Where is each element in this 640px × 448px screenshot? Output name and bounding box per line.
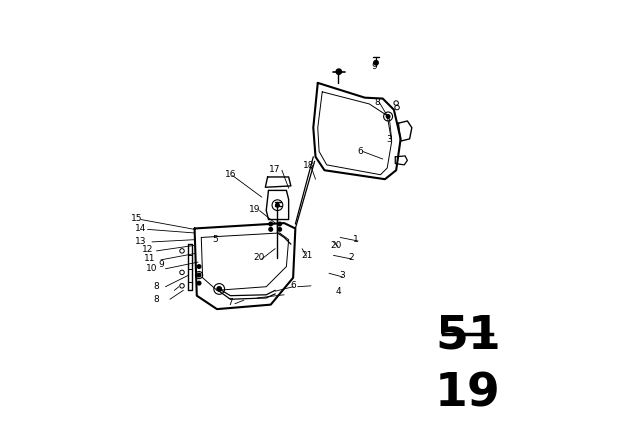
Text: 6: 6 bbox=[291, 281, 296, 290]
Text: 20: 20 bbox=[330, 241, 341, 250]
Text: 18: 18 bbox=[303, 161, 314, 170]
Text: 15: 15 bbox=[131, 214, 142, 223]
Text: 3: 3 bbox=[387, 135, 392, 144]
Circle shape bbox=[197, 265, 201, 268]
Text: 5: 5 bbox=[212, 235, 218, 244]
Text: 8: 8 bbox=[154, 295, 159, 304]
Text: 19: 19 bbox=[250, 205, 260, 214]
Text: 7: 7 bbox=[228, 298, 233, 307]
Circle shape bbox=[197, 281, 201, 285]
Text: 8: 8 bbox=[154, 282, 159, 291]
Text: 17: 17 bbox=[269, 165, 281, 174]
Circle shape bbox=[278, 222, 282, 226]
Text: 51: 51 bbox=[435, 314, 500, 358]
Circle shape bbox=[217, 287, 221, 291]
Text: 10: 10 bbox=[147, 264, 157, 273]
Circle shape bbox=[197, 273, 201, 277]
Circle shape bbox=[336, 69, 342, 74]
Circle shape bbox=[374, 60, 378, 65]
Text: 21: 21 bbox=[301, 251, 312, 260]
Circle shape bbox=[269, 228, 273, 231]
Text: 4: 4 bbox=[335, 287, 340, 296]
Text: 13: 13 bbox=[135, 237, 147, 246]
Text: 1: 1 bbox=[353, 235, 358, 244]
Text: 11: 11 bbox=[144, 254, 156, 263]
Text: 3: 3 bbox=[340, 271, 345, 280]
Circle shape bbox=[276, 203, 279, 207]
Text: 16: 16 bbox=[225, 170, 236, 179]
Text: 9: 9 bbox=[371, 62, 376, 71]
Text: 20: 20 bbox=[254, 253, 265, 262]
Text: 6: 6 bbox=[358, 147, 363, 156]
Circle shape bbox=[269, 222, 273, 226]
Text: 14: 14 bbox=[135, 224, 147, 233]
Text: 8: 8 bbox=[374, 98, 380, 107]
Text: 12: 12 bbox=[142, 246, 153, 254]
Text: 2: 2 bbox=[349, 253, 354, 262]
Text: 9: 9 bbox=[158, 260, 164, 269]
Circle shape bbox=[387, 115, 390, 118]
Text: 19: 19 bbox=[435, 372, 500, 417]
Circle shape bbox=[278, 228, 282, 231]
